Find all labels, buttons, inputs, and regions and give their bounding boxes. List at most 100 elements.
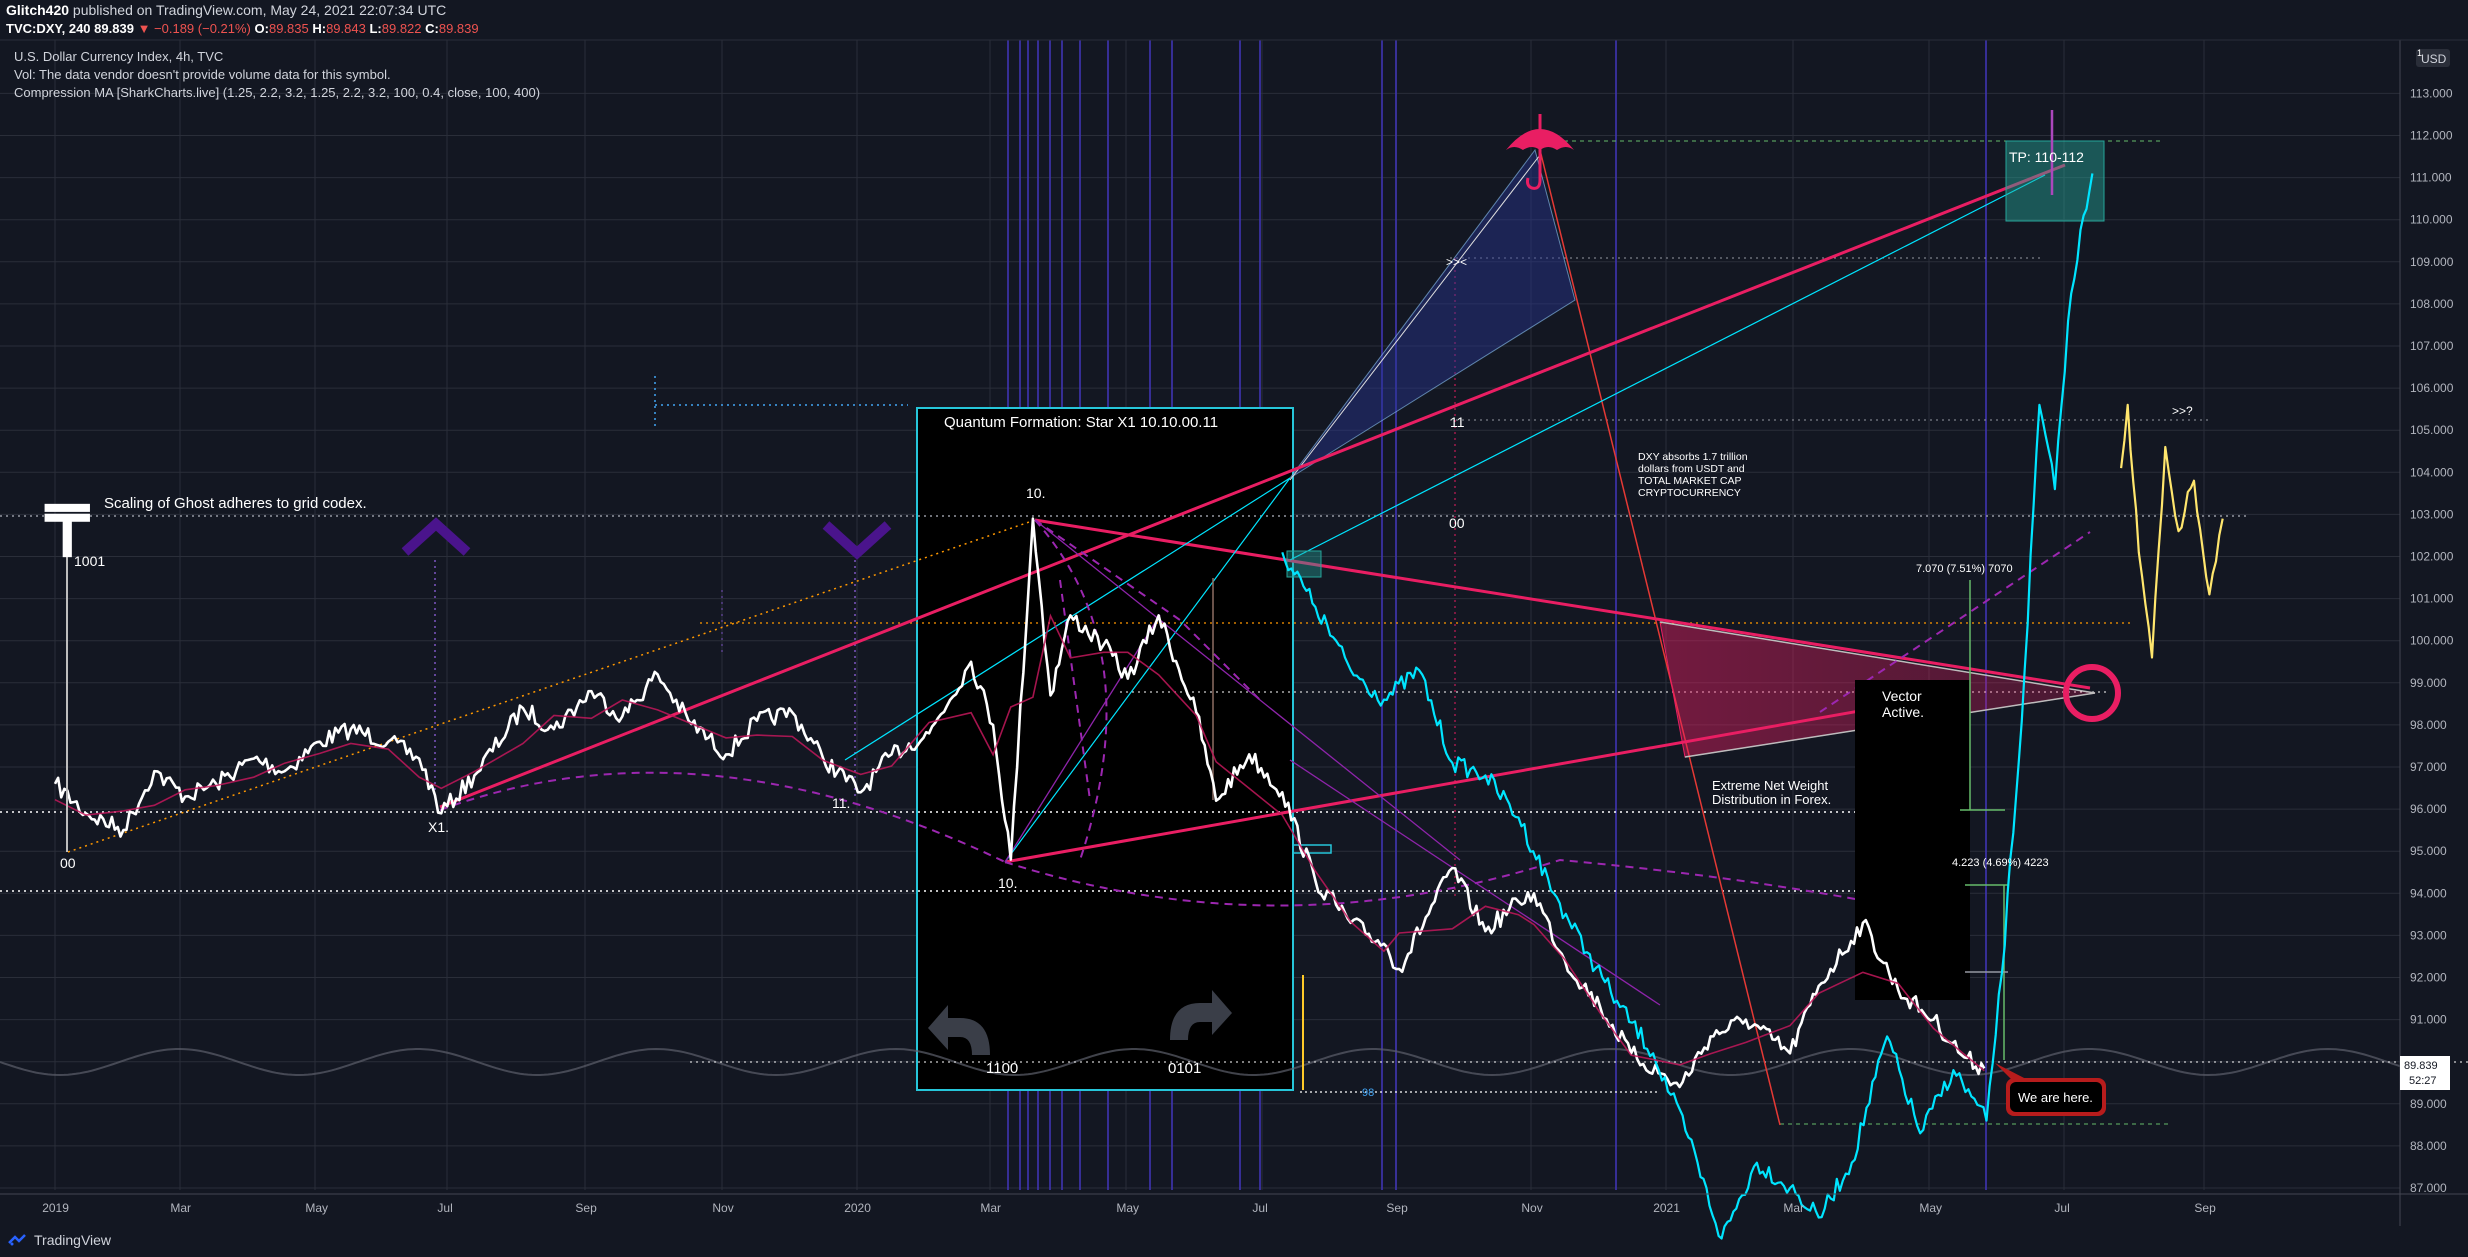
- x-tick-label: Jul: [1252, 1201, 1267, 1215]
- y-tick-label: 109.000: [2410, 255, 2454, 269]
- extreme-line-2: Distribution in Forex.: [1712, 792, 1831, 807]
- price-axis: 113.000 112.000 111.000 110.000 109.000 108.0…: [0, 39, 2468, 1226]
- dxy-absorbs-line-1: DXY absorbs 1.7 trillion: [1638, 451, 1748, 463]
- quantum-formation-box: [916, 407, 1294, 1091]
- y-tick-label: 88.000: [2410, 1139, 2447, 1153]
- y-tick-label: 108.000: [2410, 297, 2454, 311]
- ohlc-c: 89.839: [438, 21, 479, 36]
- footer-brand: TradingView: [34, 1232, 112, 1248]
- ohlc-c-label: C:: [425, 21, 439, 36]
- symbol: TVC:DXY, 240: [6, 21, 91, 36]
- x-tick-label: Mar: [1783, 1201, 1804, 1215]
- purple-dashed-curves: [439, 519, 2091, 921]
- pink-trendlines: [439, 163, 2091, 864]
- last-price-badge: [2400, 1056, 2450, 1090]
- rise-line: [1289, 154, 1541, 481]
- y-tick-label: 104.000: [2410, 465, 2454, 479]
- indicator-vol[interactable]: Vol: The data vendor doesn't provide vol…: [14, 67, 391, 82]
- chevron-down-icon: [822, 521, 892, 560]
- label-chevrons: >><: [1446, 255, 1467, 269]
- ohlc-o-label: O:: [254, 21, 269, 36]
- label-10-bottom: 10.: [998, 875, 1017, 891]
- y-tick-label: 106.000: [2410, 381, 2454, 395]
- x-tick-label: 2019: [42, 1201, 69, 1215]
- x-tick-label: May: [305, 1201, 328, 1215]
- y-tick-label: 100.000: [2410, 634, 2454, 648]
- measurement-bars: [1212, 578, 2008, 1090]
- y-tick-label: 107.000: [2410, 339, 2454, 353]
- y-tick-label: 102.000: [2410, 550, 2454, 564]
- ohlc-h-label: H:: [312, 21, 327, 36]
- small-cyan-rect: [1292, 844, 1332, 854]
- last-price: 89.839: [94, 21, 134, 36]
- last-price-value: 89.839: [2404, 1060, 2438, 1072]
- compression-ma-line: [54, 613, 1985, 1072]
- y-tick-label: 101.000: [2410, 592, 2454, 606]
- scaling-label: Scaling of Ghost adheres to grid codex.: [104, 495, 367, 512]
- x-tick-label: Mar: [170, 1201, 191, 1215]
- label-00-left: 00: [60, 855, 76, 871]
- umbrella-icon: [1506, 114, 1574, 190]
- drop-line: [1539, 149, 1781, 1126]
- currency-label: USD: [2421, 52, 2447, 66]
- label-11: 11: [1450, 414, 1465, 430]
- x-tick-label: Sep: [2194, 1201, 2216, 1215]
- vector-top-line: [1659, 621, 2096, 694]
- y-tick-label: 92.000: [2410, 971, 2447, 985]
- dxy-absorbs-line-3: TOTAL MARKET CAP: [1638, 475, 1741, 487]
- published-text: published on TradingView.com, May 24, 20…: [72, 2, 447, 18]
- ohlc-l: 89.822: [381, 21, 422, 36]
- measure-label-1: 7.070 (7.51%) 7070: [1916, 563, 2013, 575]
- label-10-top: 10.: [1026, 485, 1045, 501]
- y-tick-label: 93.000: [2410, 928, 2447, 942]
- x-tick-label: Jul: [2054, 1201, 2069, 1215]
- quantum-label: Quantum Formation: Star X1 10.10.00.11: [944, 414, 1218, 431]
- target-circle: [2063, 664, 2121, 722]
- x-tick-label: Sep: [575, 1201, 597, 1215]
- y-tick-label: 95.000: [2410, 844, 2447, 858]
- label-11-dot: 11.: [832, 795, 850, 811]
- label-00-mid: 00: [1449, 515, 1465, 531]
- indicator-title[interactable]: U.S. Dollar Currency Index, 4h, TVC: [14, 49, 224, 64]
- series: [53, 173, 2224, 1240]
- y-tick-label: 111.000: [2410, 171, 2452, 185]
- arrow-left-icon: [928, 1005, 990, 1055]
- ohlc-o: 89.835: [268, 21, 309, 36]
- x-tick-label: Jul: [437, 1201, 452, 1215]
- label-0101: 0101: [1168, 1060, 1201, 1077]
- green-marker: [1286, 550, 1322, 578]
- y-tick-label: 99.000: [2410, 676, 2447, 690]
- x-tick-label: Nov: [712, 1201, 733, 1215]
- y-tick-label: 113.000: [2410, 86, 2453, 100]
- top-badge: 1: [2417, 48, 2422, 58]
- footer[interactable]: TradingView: [8, 1232, 111, 1248]
- change: ▼ −0.189 (−0.21%): [137, 21, 251, 36]
- label-1001: 1001: [74, 553, 105, 569]
- publisher-name[interactable]: Glitch420: [6, 2, 70, 18]
- y-tick-label: 110.000: [2410, 213, 2453, 227]
- we-are-here-callout: [1995, 1063, 2106, 1116]
- vector-line-2: Active.: [1882, 704, 1924, 720]
- x-tick-label: Sep: [1386, 1201, 1408, 1215]
- y-tick-label: 89.000: [2410, 1097, 2447, 1111]
- indicator-cma[interactable]: Compression MA [SharkCharts.live] (1.25,…: [14, 85, 541, 100]
- sine-wave: [0, 1047, 2401, 1077]
- dxy-absorbs-line-4: CRYPTOCURRENCY: [1638, 487, 1741, 499]
- currency-badge[interactable]: [2416, 49, 2450, 67]
- tenge-icon: ₸: [44, 493, 90, 571]
- y-tick-label: 112.000: [2410, 129, 2453, 143]
- ohlc-l-label: L:: [369, 21, 382, 36]
- chevron-up-icon: [401, 517, 471, 556]
- horizontal-levels: [0, 140, 2468, 1125]
- tradingview-logo-icon: [8, 1234, 26, 1246]
- symbol-header: TVC:DXY, 240 89.839 ▼ −0.189 (−0.21%) O:…: [6, 21, 479, 36]
- label-x1: X1.: [428, 819, 449, 835]
- tp-label: TP: 110-112: [2009, 149, 2084, 165]
- y-tick-label: 103.000: [2410, 507, 2454, 521]
- x-tick-label: May: [1919, 1201, 1942, 1215]
- dxy-absorbs-line-2: dollars from USDT and: [1638, 463, 1745, 475]
- question-label: >>?: [2172, 404, 2193, 418]
- x-tick-label: 2021: [1653, 1201, 1680, 1215]
- vector-block: [1855, 680, 1970, 1000]
- ohlc-h: 89.843: [326, 21, 366, 36]
